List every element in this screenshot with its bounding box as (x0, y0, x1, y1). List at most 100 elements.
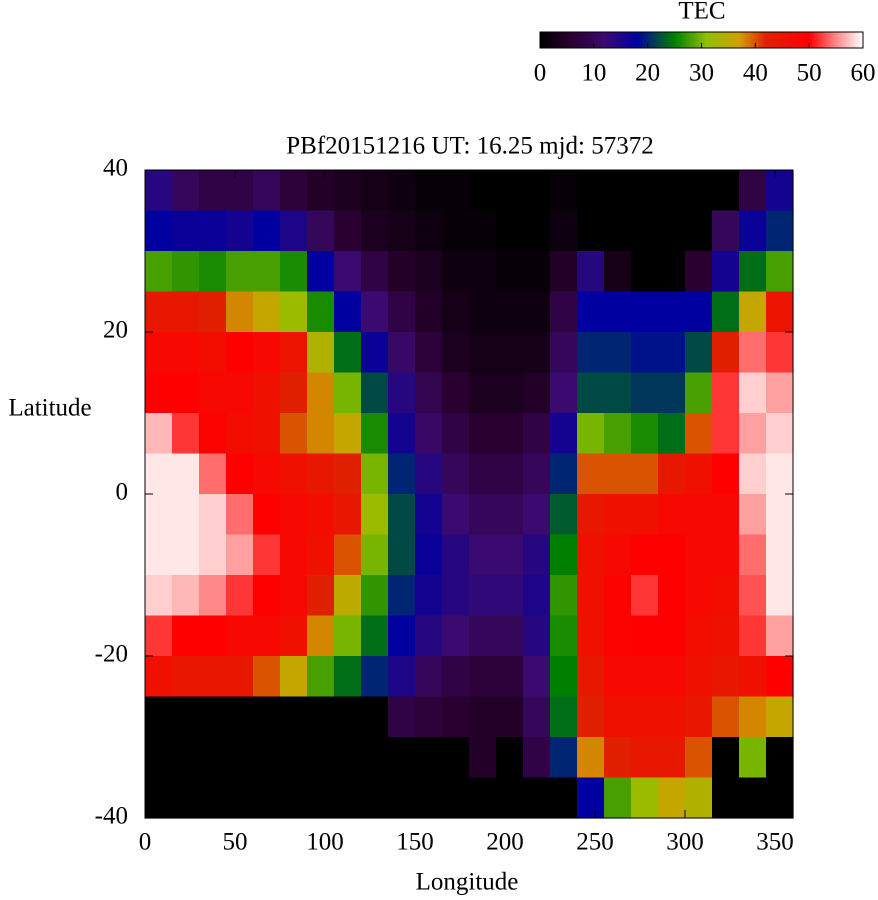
heatmap-cell (604, 291, 632, 333)
heatmap-cell (334, 534, 362, 576)
heatmap-cell (388, 777, 416, 819)
heatmap-cell (631, 413, 659, 455)
heatmap-cell (550, 494, 578, 536)
heatmap-cell (388, 615, 416, 657)
heatmap-cell (577, 413, 605, 455)
heatmap-cell (442, 453, 470, 495)
heatmap-cell (685, 372, 713, 414)
heatmap-cell (550, 737, 578, 779)
heatmap-cell (415, 696, 443, 738)
x-tick-label: 300 (666, 829, 704, 856)
heatmap-cell (226, 615, 254, 657)
heatmap-cell (496, 453, 524, 495)
heatmap-cell (415, 575, 443, 617)
heatmap-cell (334, 210, 362, 252)
heatmap-cell (496, 372, 524, 414)
heatmap-cell (280, 413, 308, 455)
heatmap-cell (685, 453, 713, 495)
heatmap-cell (253, 575, 281, 617)
heatmap-cell (199, 737, 227, 779)
heatmap-cell (712, 656, 740, 698)
heatmap-cell (550, 615, 578, 657)
heatmap-cell (415, 534, 443, 576)
heatmap-cell (739, 251, 767, 293)
heatmap-cell (604, 332, 632, 374)
heatmap-cell (766, 453, 794, 495)
heatmap-cell (442, 494, 470, 536)
heatmap-cell (550, 777, 578, 819)
heatmap-cell (172, 534, 200, 576)
heatmap-cell (388, 494, 416, 536)
x-tick-label: 250 (576, 829, 614, 856)
heatmap-cells (145, 170, 794, 819)
heatmap-cell (604, 615, 632, 657)
heatmap-cell (469, 575, 497, 617)
heatmap-cell (739, 291, 767, 333)
heatmap-cell (766, 210, 794, 252)
heatmap-cell (226, 494, 254, 536)
heatmap-cell (307, 656, 335, 698)
heatmap-cell (361, 413, 389, 455)
heatmap-cell (226, 575, 254, 617)
heatmap-cell (496, 251, 524, 293)
heatmap-cell (307, 413, 335, 455)
heatmap-cell (739, 170, 767, 212)
heatmap-cell (361, 170, 389, 212)
heatmap-cell (496, 777, 524, 819)
y-axis-label: Latitude (8, 395, 91, 422)
heatmap-cell (361, 696, 389, 738)
heatmap-cell (334, 291, 362, 333)
heatmap-cell (712, 696, 740, 738)
heatmap-cell (631, 696, 659, 738)
heatmap-cell (415, 737, 443, 779)
heatmap-cell (226, 291, 254, 333)
heatmap-cell (199, 332, 227, 374)
heatmap-cell (739, 656, 767, 698)
heatmap-cell (658, 696, 686, 738)
heatmap-cell (145, 777, 173, 819)
heatmap-cell (307, 170, 335, 212)
heatmap-cell (577, 453, 605, 495)
heatmap-cell (631, 251, 659, 293)
heatmap-cell (415, 332, 443, 374)
colorbar-tick-label: 10 (581, 60, 606, 87)
heatmap-cell (523, 210, 551, 252)
heatmap-cell (685, 656, 713, 698)
heatmap-cell (334, 332, 362, 374)
heatmap-cell (361, 777, 389, 819)
heatmap-cell (712, 170, 740, 212)
heatmap-cell (469, 210, 497, 252)
colorbar-label: TEC (678, 0, 725, 25)
heatmap-cell (604, 737, 632, 779)
heatmap-cell (361, 615, 389, 657)
heatmap-cell (199, 210, 227, 252)
heatmap-cell (712, 210, 740, 252)
heatmap-cell (361, 737, 389, 779)
heatmap-cell (577, 777, 605, 819)
heatmap-cell (172, 170, 200, 212)
heatmap-cell (766, 494, 794, 536)
heatmap-cell (766, 170, 794, 212)
heatmap-cell (415, 291, 443, 333)
heatmap-cell (145, 291, 173, 333)
heatmap-cell (388, 332, 416, 374)
heatmap-cell (523, 251, 551, 293)
heatmap-cell (415, 777, 443, 819)
heatmap-cell (199, 615, 227, 657)
heatmap-cell (766, 332, 794, 374)
heatmap-cell (415, 170, 443, 212)
heatmap-cell (577, 575, 605, 617)
heatmap-cell (226, 251, 254, 293)
heatmap-cell (550, 332, 578, 374)
x-tick-label: 350 (756, 829, 794, 856)
y-tick-label: -40 (95, 803, 128, 830)
heatmap-cell (199, 372, 227, 414)
heatmap-cell (334, 453, 362, 495)
heatmap-cell (415, 494, 443, 536)
heatmap-cell (172, 656, 200, 698)
heatmap-cell (523, 291, 551, 333)
heatmap-cell (307, 615, 335, 657)
heatmap-cell (253, 737, 281, 779)
heatmap-cell (712, 737, 740, 779)
